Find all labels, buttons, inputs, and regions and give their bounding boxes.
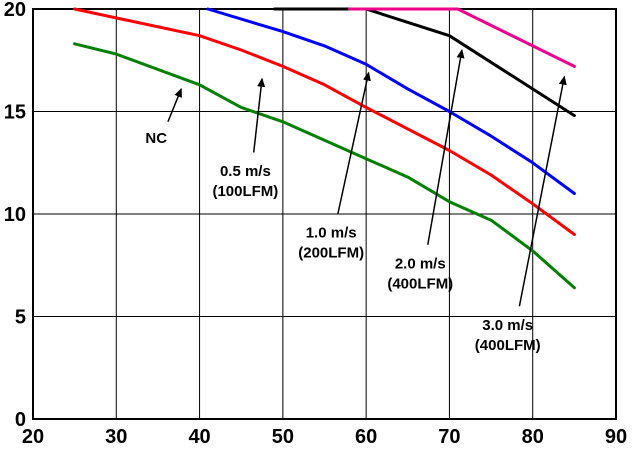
series-line-nc: [73, 42, 576, 290]
annotation-0-5-m-s-100lfm: 0.5 m/s (100LFM): [212, 77, 278, 200]
annotation-2-0-m-s-400lfm: 2.0 m/s (400LFM): [387, 49, 465, 292]
annotation-1-0-m-s-200lfm: 1.0 m/s (200LFM): [298, 71, 371, 262]
annotation-arrow: [518, 75, 567, 307]
x-tick-label: 40: [188, 426, 210, 448]
y-tick-label: 15: [4, 102, 26, 124]
x-tick-label: 70: [438, 426, 460, 448]
series-line-1-0-m-s-200lfm: [206, 7, 576, 195]
annotation-text: 0.5 m/s: [220, 163, 271, 180]
annotation-text: (400LFM): [387, 275, 453, 292]
annotation-text: 1.0 m/s: [306, 225, 357, 242]
annotation-arrow: [252, 77, 266, 153]
x-tick-label: 90: [605, 426, 627, 448]
x-tick-label: 60: [355, 426, 377, 448]
y-tick-label: 10: [4, 204, 26, 226]
annotation-3-0-m-s-400lfm: 3.0 m/s (400LFM): [475, 75, 567, 354]
x-tick-label: 80: [522, 426, 544, 448]
annotation-nc: NC: [145, 88, 182, 147]
series-line-3-0-m-s-400lfm: [348, 7, 576, 68]
series-line-2-0-m-s-400lfm: [273, 7, 576, 118]
y-tick-label: 20: [4, 0, 26, 21]
annotation-text: (200LFM): [298, 245, 364, 262]
y-tick-label: 5: [15, 307, 26, 329]
y-tick-label: 0: [15, 409, 26, 431]
x-tick-label: 20: [22, 426, 44, 448]
annotation-arrow: [337, 71, 371, 215]
annotation-text: (100LFM): [212, 183, 278, 200]
annotation-text: (400LFM): [475, 337, 541, 354]
annotation-text: NC: [145, 130, 167, 147]
series-line-0-5-m-s-100lfm: [73, 7, 576, 236]
annotation-text: 3.0 m/s: [482, 317, 533, 334]
annotation-text: 2.0 m/s: [395, 255, 446, 272]
x-tick-label: 30: [105, 426, 127, 448]
annotation-arrow: [427, 49, 465, 245]
x-tick-label: 50: [272, 426, 294, 448]
annotation-arrow: [167, 88, 182, 123]
